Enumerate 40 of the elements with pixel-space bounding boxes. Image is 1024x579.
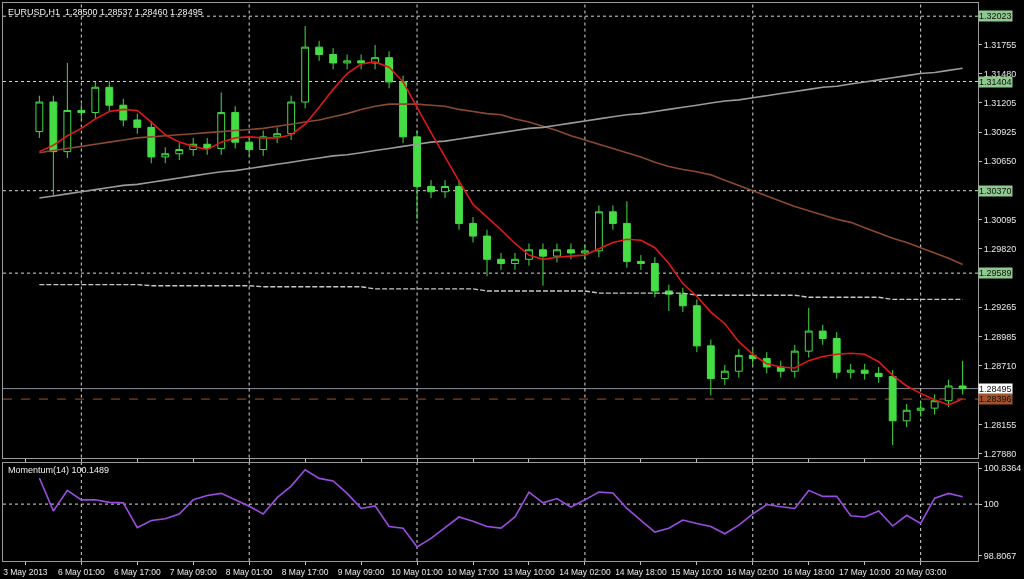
x-tick-label: 3 May 2013 xyxy=(3,567,48,578)
chart-title: Momentum(14) 100.1489 xyxy=(8,465,110,475)
x-tick-label: 16 May 18:00 xyxy=(782,567,835,578)
x-tick-label: 8 May 01:00 xyxy=(225,567,273,578)
ref-line-label: 1.30370 xyxy=(979,186,1012,196)
x-tick-label: 10 May 17:00 xyxy=(447,567,500,578)
y-tick-label: 1.29265 xyxy=(983,302,1017,313)
y-tick-label: 1.30925 xyxy=(983,127,1017,138)
x-tick-label: 9 May 09:00 xyxy=(337,567,385,578)
y-tick-label: 1.31205 xyxy=(983,97,1017,108)
y-tick-label: 1.30650 xyxy=(983,156,1017,167)
x-tick-label: 17 May 10:00 xyxy=(838,567,891,578)
x-tick-label: 14 May 18:00 xyxy=(615,567,667,578)
y-tick-label: 1.27880 xyxy=(983,448,1017,459)
ref-line-label: 1.28396 xyxy=(979,394,1012,404)
y-tick-label: 1.31480 xyxy=(983,68,1017,79)
x-tick-label: 15 May 10:00 xyxy=(671,567,723,578)
y-tick-label: 98.8067 xyxy=(983,550,1017,561)
y-tick-label: 1.31755 xyxy=(983,39,1017,50)
y-tick-label: 1.28985 xyxy=(983,332,1017,343)
x-tick-label: 13 May 10:00 xyxy=(503,567,555,578)
y-tick-label: 100 xyxy=(983,499,999,510)
ref-line-label: 1.31404 xyxy=(979,77,1012,87)
y-tick-label: 1.30095 xyxy=(983,214,1017,225)
chart-title: EURUSD,H1 1.28500 1.28537 1.28460 1.28495 xyxy=(8,7,203,17)
ref-line-label: 1.28495 xyxy=(979,384,1012,394)
x-tick-label: 6 May 17:00 xyxy=(113,567,161,578)
x-tick-label: 14 May 02:00 xyxy=(559,567,611,578)
y-tick-label: 1.28155 xyxy=(983,419,1017,430)
y-tick-label: 1.29820 xyxy=(983,243,1017,254)
x-tick-label: 20 May 03:00 xyxy=(894,567,947,578)
ref-line-label: 1.29589 xyxy=(979,268,1012,278)
x-tick-label: 16 May 02:00 xyxy=(727,567,779,578)
x-tick-label: 7 May 09:00 xyxy=(169,567,217,578)
x-tick-label: 6 May 01:00 xyxy=(57,567,105,578)
ref-line-label: 1.32023 xyxy=(979,11,1012,21)
x-tick-label: 8 May 17:00 xyxy=(281,567,329,578)
x-tick-label: 10 May 01:00 xyxy=(391,567,444,578)
y-tick-label: 1.28710 xyxy=(983,361,1017,372)
y-tick-label: 100.8364 xyxy=(983,463,1022,474)
